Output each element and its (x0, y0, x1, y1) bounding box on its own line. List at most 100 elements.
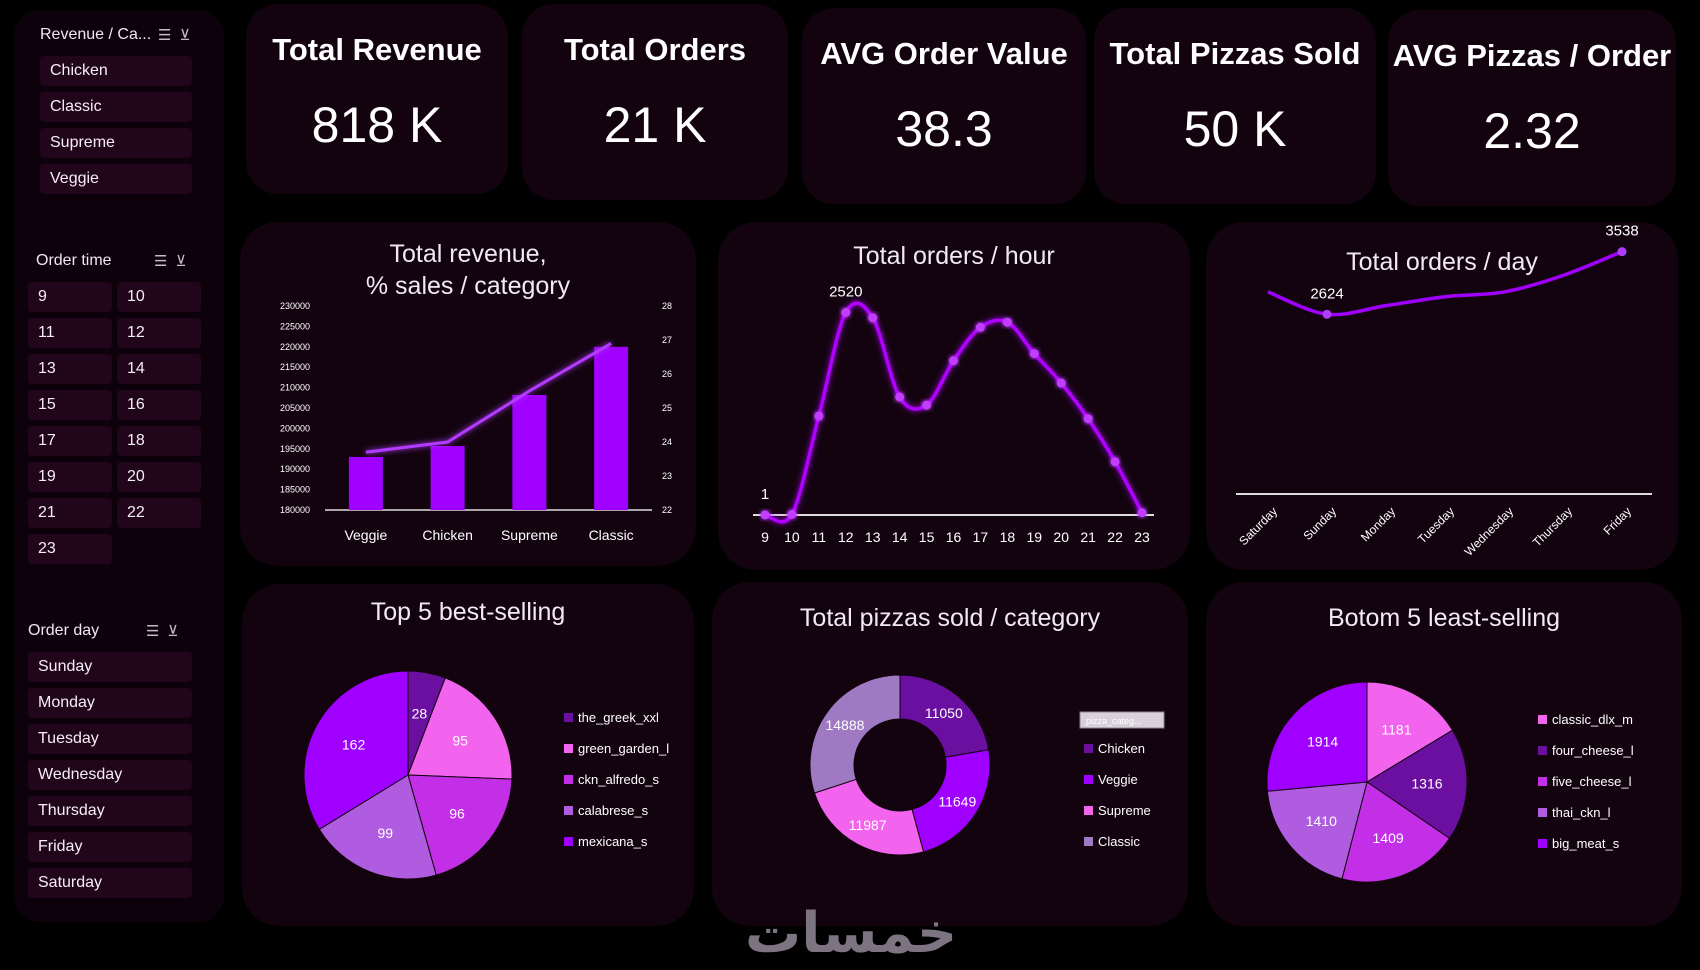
data-point (1083, 414, 1093, 424)
data-point (895, 392, 905, 402)
kpi-avg-pizzas-per-order: AVG Pizzas / Order 2.32 (1388, 10, 1676, 206)
slice-label: 11987 (849, 817, 887, 833)
slice-label: 1410 (1306, 813, 1337, 829)
y2-tick-label: 28 (662, 301, 672, 311)
slicer-time-item[interactable]: 21 (28, 498, 112, 528)
multi-select-icon[interactable]: ☰ (146, 623, 160, 640)
slicer-time-item[interactable]: 22 (117, 498, 201, 528)
slicer-time-item[interactable]: 19 (28, 462, 112, 492)
y2-tick-label: 22 (662, 505, 672, 515)
legend-filter-button (1079, 711, 1165, 729)
slicer-category-item[interactable]: Veggie (40, 164, 192, 194)
x-tick-label: Tuesday (1415, 504, 1457, 546)
y2-tick-label: 26 (662, 369, 672, 379)
slicer-category-item[interactable]: Supreme (40, 128, 192, 158)
x-tick-label: Sunday (1300, 504, 1339, 543)
legend-label: mexicana_s (578, 834, 648, 849)
kpi-title: AVG Order Value (820, 36, 1068, 71)
slicer-time-item[interactable]: 14 (117, 354, 201, 384)
slice-label: 14888 (825, 717, 864, 733)
slicer-day-item[interactable]: Thursday (28, 796, 192, 826)
legend-swatch (564, 744, 573, 753)
slicer-day-item[interactable]: Monday (28, 688, 192, 718)
slicer-time-item[interactable]: 20 (117, 462, 201, 492)
x-tick-label: Veggie (344, 527, 387, 543)
x-tick-label: 15 (919, 529, 935, 545)
slicer-time-item[interactable]: 13 (28, 354, 112, 384)
bar (348, 456, 383, 510)
data-point (922, 400, 932, 410)
slice-label: 1316 (1411, 776, 1442, 792)
multi-select-icon[interactable]: ☰ (158, 27, 172, 44)
slicer-time-title: Order time (36, 252, 112, 269)
bar (594, 346, 629, 510)
slicer-time-item[interactable]: 16 (117, 390, 201, 420)
slice-label: 11050 (925, 705, 963, 721)
chart-title: Top 5 best-selling (370, 598, 566, 626)
pie-slice (1266, 781, 1368, 880)
legend-label: classic_dlx_m (1552, 712, 1633, 727)
slicer-day-item[interactable]: Sunday (28, 652, 192, 682)
slicer-time-item[interactable]: 15 (28, 390, 112, 420)
legend-label: the_greek_xxl (578, 710, 659, 725)
y-tick-label: 190000 (280, 464, 310, 474)
slicer-time-item[interactable]: 12 (117, 318, 201, 348)
x-tick-label: 9 (761, 529, 769, 545)
slicer-category-item[interactable]: Classic (40, 92, 192, 122)
y-tick-label: 215000 (280, 362, 310, 372)
legend-swatch (564, 837, 573, 846)
slicer-time-item[interactable]: 10 (117, 282, 201, 312)
slice-label: 96 (449, 806, 465, 822)
slice-label: 1409 (1373, 830, 1404, 846)
kpi-value: 818 K (311, 97, 443, 153)
kpi-total-revenue: Total Revenue 818 K (246, 4, 508, 194)
legend-label: big_meat_s (1552, 836, 1620, 851)
data-point (787, 509, 797, 519)
bar (512, 394, 547, 510)
chart-title-line2: % sales / category (365, 272, 571, 300)
slicer-time-item[interactable]: 18 (117, 426, 201, 456)
clear-filter-icon[interactable]: ⊻ (167, 623, 179, 640)
pie-slice (1366, 729, 1468, 840)
slice-label: 28 (412, 706, 428, 722)
slice-label: 95 (452, 733, 468, 749)
y-tick-label: 185000 (280, 485, 310, 495)
clear-filter-icon[interactable]: ⊻ (175, 253, 187, 270)
x-tick-label: 16 (946, 529, 962, 545)
slicer-day-item[interactable]: Wednesday (28, 760, 192, 790)
x-tick-label: Classic (589, 527, 634, 543)
orders-hour-line (764, 301, 1144, 524)
slice-label: 99 (377, 825, 393, 841)
x-tick-label: 22 (1107, 529, 1123, 545)
pie-slice (1341, 781, 1451, 883)
pct-sales-line (365, 342, 612, 454)
chart-title: Total pizzas sold / category (799, 604, 1101, 632)
pie-slice (1366, 681, 1454, 783)
legend-swatch (1084, 806, 1093, 815)
pie-slice (318, 774, 437, 880)
legend-label: calabrese_s (578, 803, 649, 818)
data-point (1056, 378, 1066, 388)
data-point (975, 322, 985, 332)
slicer-time-item[interactable]: 11 (28, 318, 112, 348)
slicer-day-item[interactable]: Tuesday (28, 724, 192, 754)
x-tick-label: 23 (1134, 529, 1150, 545)
slicer-day-item[interactable]: Saturday (28, 868, 192, 898)
kpi-total-pizzas-sold: Total Pizzas Sold 50 K (1094, 8, 1376, 204)
legend-swatch (1538, 777, 1547, 786)
data-point (1137, 508, 1147, 518)
bar (430, 445, 465, 510)
chart-title: Botom 5 least-selling (1327, 604, 1561, 632)
pie-slice (813, 778, 925, 856)
x-tick-label: 11 (812, 529, 827, 545)
multi-select-icon[interactable]: ☰ (154, 253, 168, 270)
clear-filter-icon[interactable]: ⊻ (179, 27, 191, 44)
watermark-text: خمسات (745, 901, 958, 964)
slicer-category-item[interactable]: Chicken (40, 56, 192, 86)
legend-label: four_cheese_l (1552, 743, 1634, 758)
slicer-time-item[interactable]: 17 (28, 426, 112, 456)
y-tick-label: 195000 (280, 444, 310, 454)
slicer-time-item[interactable]: 23 (28, 534, 112, 564)
slicer-day-item[interactable]: Friday (28, 832, 192, 862)
slicer-time-item[interactable]: 9 (28, 282, 112, 312)
